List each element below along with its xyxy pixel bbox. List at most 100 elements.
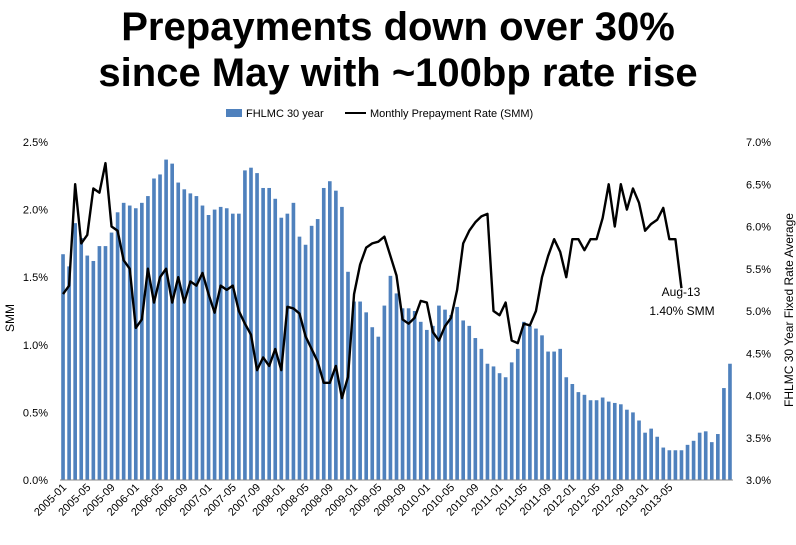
bar [594, 400, 599, 480]
bar [224, 208, 229, 480]
bar [425, 329, 429, 480]
bar [97, 246, 102, 480]
y-axis-left: 0.0% 0.5% 1.0% 1.5% 2.0% 2.5% [23, 137, 48, 487]
bar [443, 309, 447, 480]
bar [340, 206, 344, 480]
bar [61, 254, 65, 480]
bar [127, 205, 132, 481]
bar [728, 363, 732, 480]
bar [716, 434, 720, 480]
bar [218, 206, 223, 480]
bar [649, 428, 653, 480]
bar [503, 377, 508, 480]
bar [679, 450, 684, 480]
bar [182, 189, 187, 480]
bar [158, 174, 162, 480]
y-right-tick-label: 6.0% [746, 222, 771, 234]
bar [382, 305, 387, 480]
bar [643, 432, 647, 480]
bar [267, 187, 271, 480]
legend-bar-label: FHLMC 30 year [246, 108, 324, 120]
y-left-tick-label: 2.5% [23, 137, 48, 149]
bar [558, 348, 563, 480]
y-left-tick-label: 1.5% [23, 272, 48, 284]
bar [109, 232, 114, 480]
bar [431, 325, 435, 480]
bar [297, 236, 302, 480]
bar [612, 402, 617, 480]
y-right-tick-label: 3.0% [746, 475, 771, 487]
bar [303, 244, 308, 480]
bar [534, 328, 538, 480]
bar [673, 450, 678, 480]
x-axis: 2005-012005-052005-092006-012006-052006-… [32, 482, 675, 519]
bar [552, 351, 556, 480]
bar [170, 163, 174, 480]
bar [546, 351, 550, 480]
bar [406, 308, 411, 480]
bar [600, 397, 605, 480]
bar [237, 213, 241, 480]
bar [703, 431, 708, 480]
bar [437, 305, 441, 480]
legend-bar-swatch [226, 109, 242, 117]
bar [273, 198, 278, 480]
y-right-tick-label: 6.5% [746, 179, 771, 191]
bar [631, 412, 635, 480]
legend-line-label: Monthly Prepayment Rate (SMM) [370, 108, 533, 120]
bar [509, 362, 514, 480]
y-right-tick-label: 3.5% [746, 433, 771, 445]
annotation-value: 1.40% SMM [649, 304, 714, 318]
y-right-tick-label: 5.0% [746, 306, 771, 318]
bar [212, 209, 217, 480]
bar [667, 450, 672, 480]
bar [291, 202, 296, 480]
bar [334, 190, 338, 481]
y-right-tick-label: 7.0% [746, 137, 771, 149]
bar [564, 377, 569, 480]
bar [709, 442, 714, 480]
bar [321, 187, 326, 480]
bar [697, 432, 702, 480]
bar [370, 327, 375, 480]
y-axis-left-label: SMM [3, 304, 17, 332]
bar [85, 255, 90, 480]
bar [467, 325, 472, 480]
bar [479, 348, 484, 480]
bar [115, 212, 120, 481]
bar [637, 420, 641, 480]
y-left-tick-label: 2.0% [23, 205, 48, 217]
annotation-date: Aug-13 [662, 285, 701, 299]
bar [400, 308, 405, 480]
bar [625, 409, 629, 480]
smm-line [62, 161, 683, 400]
y-right-tick-label: 4.0% [746, 391, 771, 403]
bar [606, 401, 611, 480]
bar [576, 392, 581, 480]
bar [570, 384, 575, 480]
y-axis-right: 3.0% 3.5% 4.0% 4.5% 5.0% 5.5% 6.0% 6.5% 7.0% [746, 137, 771, 487]
bar [140, 202, 144, 480]
bar [255, 173, 259, 480]
chart-title-line2: since May with ~100bp rate rise [98, 51, 698, 95]
bar [309, 225, 314, 480]
bar [121, 202, 126, 480]
bar [418, 321, 423, 480]
bar [327, 181, 332, 480]
bar [206, 215, 211, 480]
bar [722, 388, 726, 480]
bar [152, 178, 156, 480]
y-axis-right-label: FHLMC 30 Year Fixed Rate Average [782, 213, 796, 407]
bar [67, 266, 71, 480]
bar [73, 223, 77, 480]
bar [133, 208, 138, 480]
bar [194, 196, 199, 480]
bar [79, 237, 84, 480]
bar [691, 440, 696, 480]
bar [412, 311, 417, 480]
chart-title-line1: Prepayments down over 30% [121, 5, 675, 49]
bar [164, 159, 168, 480]
bar [540, 335, 544, 480]
bar [249, 167, 253, 480]
